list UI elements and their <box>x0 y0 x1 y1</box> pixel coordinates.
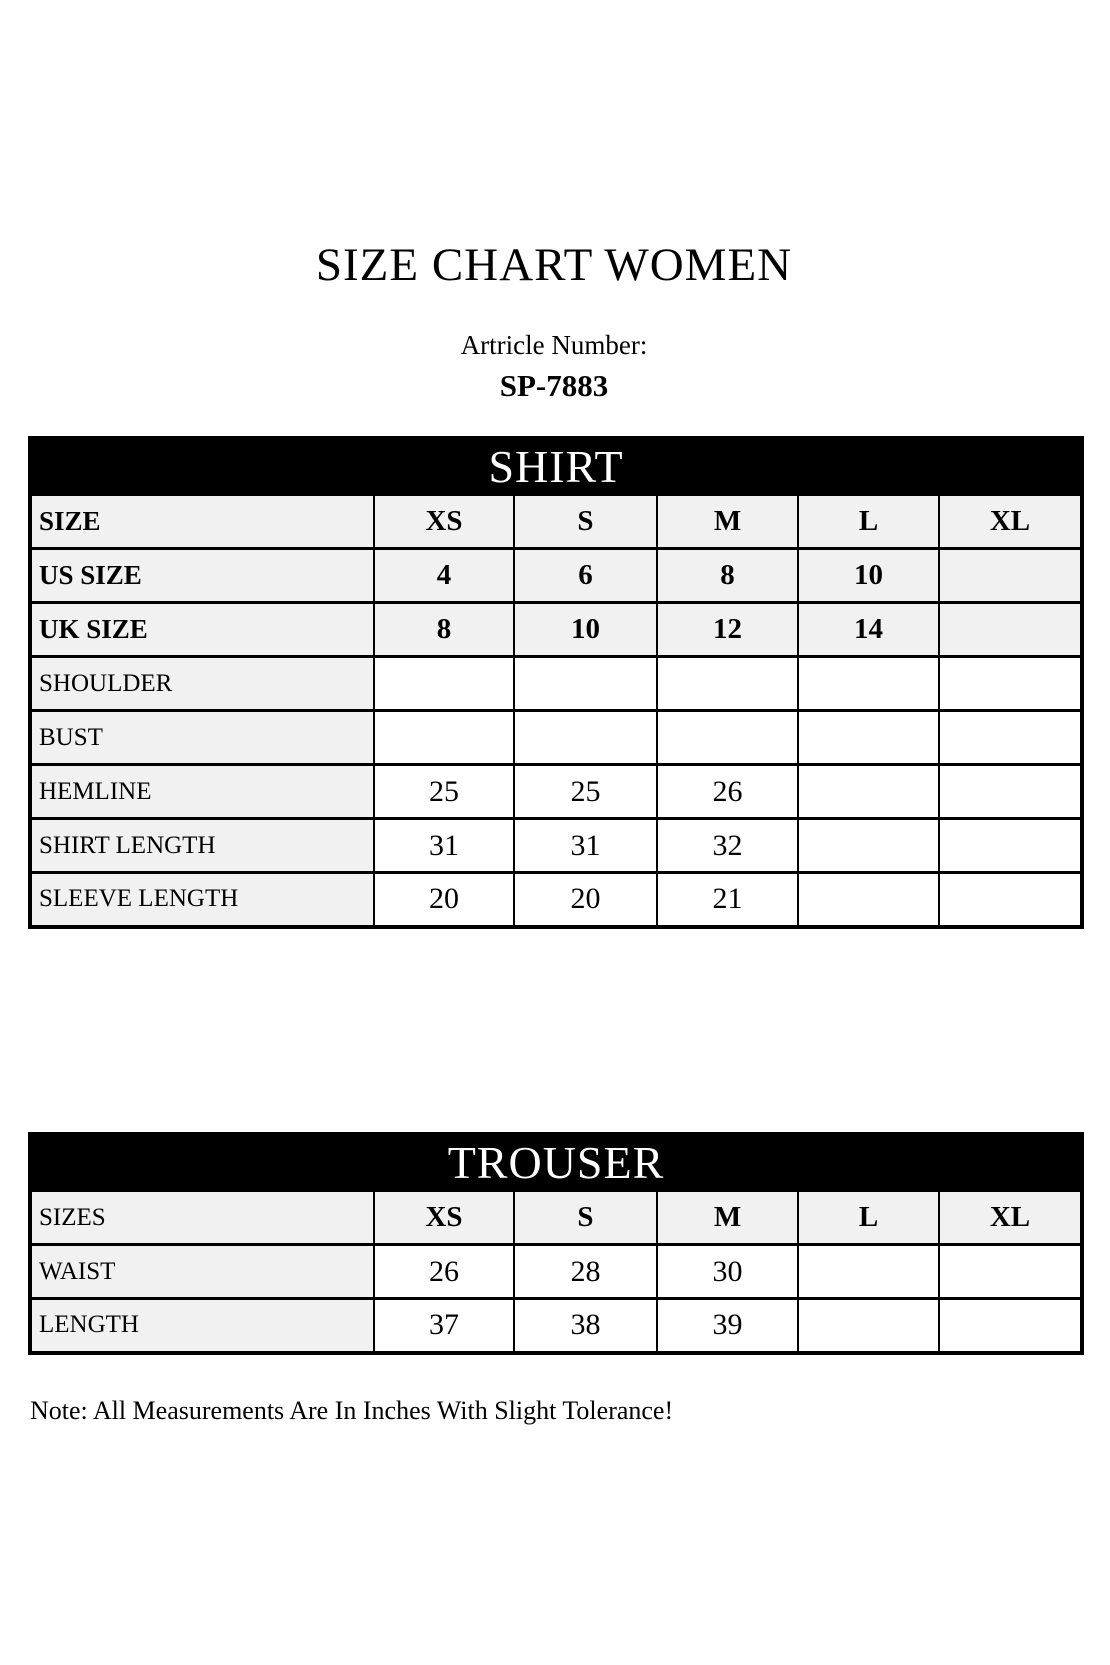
trouser-size-table: TROUSER SIZES XS S M L XL WAIST 26 28 30… <box>28 1132 1084 1355</box>
size-value-cell: 26 <box>656 763 799 820</box>
row-label: UK SIZE <box>29 601 375 658</box>
size-value-cell: 39 <box>656 1297 799 1354</box>
shirt-column-header-m: M <box>656 493 799 550</box>
table-row-bust: BUST <box>29 709 1084 766</box>
row-label: LENGTH <box>29 1297 375 1354</box>
size-value-cell <box>373 709 515 766</box>
row-label: HEMLINE <box>29 763 375 820</box>
size-value-cell: 38 <box>513 1297 658 1354</box>
row-label: SLEEVE LENGTH <box>29 871 375 928</box>
shirt-table-title-row: SHIRT <box>28 436 1084 496</box>
shirt-column-header-l: L <box>797 493 940 550</box>
size-value-cell <box>797 1297 940 1354</box>
row-label: SHIRT LENGTH <box>29 817 375 874</box>
size-value-cell <box>513 655 658 712</box>
shirt-column-header-size: SIZE <box>29 493 375 550</box>
measurement-note: Note: All Measurements Are In Inches Wit… <box>30 1396 674 1425</box>
size-value-cell <box>797 763 940 820</box>
table-row-us-size: US SIZE 4 6 8 10 <box>29 547 1084 604</box>
article-number-label: Artricle Number: <box>460 330 648 360</box>
size-value-cell: 26 <box>373 1243 515 1300</box>
size-value-cell: 20 <box>373 871 515 928</box>
size-value-cell <box>797 817 940 874</box>
size-value-cell: 25 <box>513 763 658 820</box>
table-row-uk-size: UK SIZE 8 10 12 14 <box>29 601 1084 658</box>
shirt-column-header-xs: XS <box>373 493 515 550</box>
size-value-cell: 28 <box>513 1243 658 1300</box>
trouser-table-title: TROUSER <box>29 1132 1083 1192</box>
size-value-cell <box>797 1243 940 1300</box>
size-value-cell <box>797 655 940 712</box>
size-value-cell: 30 <box>656 1243 799 1300</box>
trouser-column-header-row: SIZES XS S M L XL <box>29 1189 1083 1246</box>
article-number-value: SP-7883 <box>499 368 609 403</box>
size-value-cell <box>797 871 940 928</box>
trouser-table-title-row: TROUSER <box>29 1132 1083 1192</box>
size-value-cell <box>937 601 1084 658</box>
size-value-cell <box>797 709 940 766</box>
size-value-cell <box>656 655 799 712</box>
row-label: US SIZE <box>29 547 375 604</box>
trouser-column-header-xl: XL <box>938 1189 1083 1246</box>
page-title: SIZE CHART WOMEN <box>315 239 793 291</box>
trouser-column-header-xs: XS <box>373 1189 515 1246</box>
size-value-cell <box>937 817 1084 874</box>
size-value-cell <box>373 655 515 712</box>
size-value-cell <box>513 709 658 766</box>
size-value-cell: 37 <box>373 1297 515 1354</box>
size-value-cell: 31 <box>513 817 658 874</box>
size-value-cell: 8 <box>656 547 799 604</box>
size-value-cell: 25 <box>373 763 515 820</box>
size-value-cell: 14 <box>797 601 940 658</box>
size-value-cell <box>656 709 799 766</box>
size-value-cell <box>938 1243 1083 1300</box>
size-value-cell <box>937 547 1084 604</box>
shirt-size-table: SHIRT SIZE XS S M L XL US SIZE 4 6 8 10 … <box>28 436 1085 929</box>
shirt-column-header-row: SIZE XS S M L XL <box>29 493 1084 550</box>
size-value-cell <box>937 709 1084 766</box>
size-value-cell: 20 <box>513 871 658 928</box>
size-value-cell: 12 <box>656 601 799 658</box>
trouser-column-header-s: S <box>513 1189 658 1246</box>
row-label: BUST <box>29 709 375 766</box>
table-row-shoulder: SHOULDER <box>29 655 1084 712</box>
table-row-length: LENGTH 37 38 39 <box>29 1297 1083 1354</box>
table-row-hemline: HEMLINE 25 25 26 <box>29 763 1084 820</box>
size-value-cell: 31 <box>373 817 515 874</box>
size-value-cell: 4 <box>373 547 515 604</box>
trouser-column-header-sizes: SIZES <box>29 1189 375 1246</box>
size-value-cell <box>938 1297 1083 1354</box>
table-row-waist: WAIST 26 28 30 <box>29 1243 1083 1300</box>
shirt-table-title: SHIRT <box>28 436 1084 496</box>
shirt-column-header-s: S <box>513 493 658 550</box>
size-value-cell: 32 <box>656 817 799 874</box>
shirt-column-header-xl: XL <box>937 493 1084 550</box>
size-value-cell: 10 <box>513 601 658 658</box>
row-label: WAIST <box>29 1243 375 1300</box>
trouser-column-header-l: L <box>797 1189 940 1246</box>
size-value-cell: 6 <box>513 547 658 604</box>
size-value-cell <box>937 763 1084 820</box>
size-value-cell: 10 <box>797 547 940 604</box>
size-value-cell <box>937 655 1084 712</box>
trouser-column-header-m: M <box>656 1189 799 1246</box>
row-label: SHOULDER <box>29 655 375 712</box>
size-value-cell: 21 <box>656 871 799 928</box>
size-value-cell: 8 <box>373 601 515 658</box>
size-value-cell <box>937 871 1084 928</box>
table-row-sleeve-length: SLEEVE LENGTH 20 20 21 <box>29 871 1084 928</box>
table-row-shirt-length: SHIRT LENGTH 31 31 32 <box>29 817 1084 874</box>
